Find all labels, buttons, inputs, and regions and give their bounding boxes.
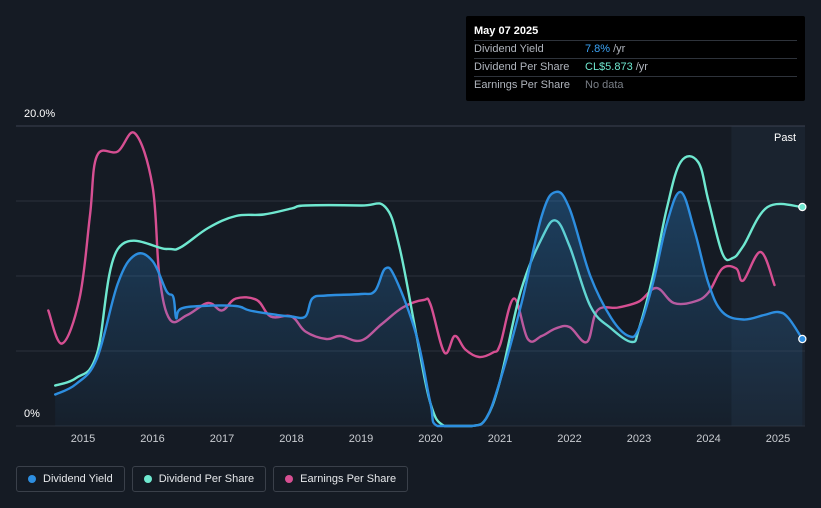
x-tick-label: 2021 — [487, 433, 513, 445]
tooltip-value: CL$5.873 — [585, 61, 633, 73]
legend-item-dividend-per-share[interactable]: Dividend Per Share — [131, 466, 267, 492]
y-tick-label-bottom: 0% — [24, 408, 40, 420]
tooltip-label: Dividend Yield — [474, 43, 544, 55]
end-marker-dividend-per-share — [798, 202, 807, 212]
x-tick-label: 2015 — [70, 433, 96, 445]
x-tick-label: 2019 — [348, 433, 374, 445]
tooltip-date: May 07 2025 — [474, 22, 797, 41]
tooltip-unit: /yr — [635, 61, 648, 73]
x-tick-label: 2024 — [696, 433, 721, 445]
legend-item-dividend-yield[interactable]: Dividend Yield — [16, 466, 125, 492]
tooltip-value: 7.8% — [585, 43, 611, 55]
x-tick-label: 2023 — [626, 433, 652, 445]
tooltip-unit: /yr — [613, 43, 626, 55]
tooltip-row-dividend-yield: Dividend Yield 7.8% /yr — [474, 41, 797, 59]
x-tick-label: 2025 — [765, 433, 791, 445]
series-area-dividend-yield — [55, 191, 803, 426]
end-marker-dividend-yield — [798, 334, 807, 344]
x-tick-label: 2022 — [557, 433, 582, 445]
x-tick-label: 2020 — [418, 433, 443, 445]
legend-label: Dividend Per Share — [158, 473, 255, 485]
legend-dot-icon — [285, 475, 294, 483]
legend-label: Earnings Per Share — [300, 473, 397, 485]
tooltip-row-earnings-per-share: Earnings Per Share No data — [474, 77, 797, 94]
y-tick-label-top: 20.0% — [24, 108, 56, 120]
tooltip-panel: May 07 2025 Dividend Yield 7.8% /yr Divi… — [466, 16, 805, 101]
legend-label: Dividend Yield — [43, 473, 113, 485]
x-tick-label: 2017 — [209, 433, 235, 445]
tooltip-label: Earnings Per Share — [474, 79, 570, 91]
tooltip-label: Dividend Per Share — [474, 61, 570, 73]
tooltip-value: No data — [585, 79, 624, 91]
tooltip-row-dividend-per-share: Dividend Per Share CL$5.873 /yr — [474, 59, 797, 77]
legend-item-earnings-per-share[interactable]: Earnings Per Share — [273, 466, 409, 492]
legend-dot-icon — [143, 475, 152, 483]
legend: Dividend Yield Dividend Per Share Earnin… — [16, 466, 409, 492]
x-tick-label: 2018 — [279, 433, 304, 445]
x-tick-label: 2016 — [140, 433, 165, 445]
series-line-dividend-yield — [54, 190, 804, 428]
past-label: Past — [774, 132, 797, 144]
legend-dot-icon — [28, 475, 36, 483]
